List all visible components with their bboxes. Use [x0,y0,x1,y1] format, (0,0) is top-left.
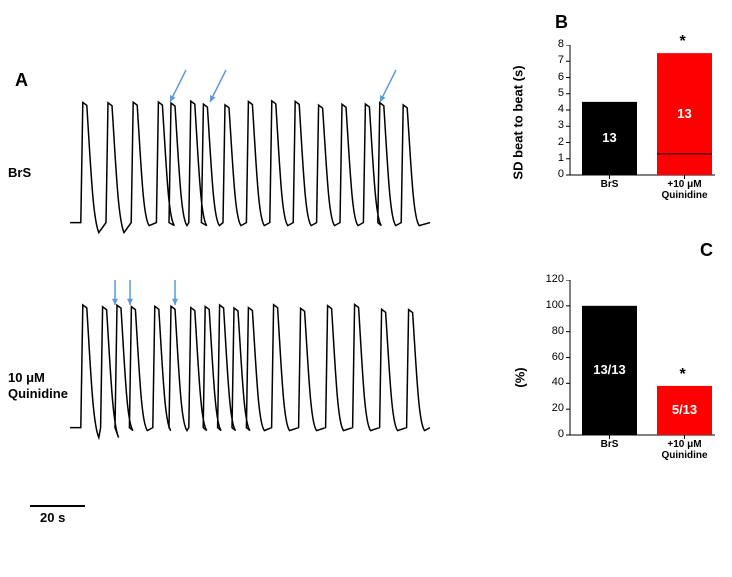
y-tick-label: 100 [540,299,564,311]
bar-n-label: 13 [582,130,637,145]
bar-n-label: 13/13 [582,362,637,377]
y-tick-label: 6 [540,71,564,83]
significance-marker: * [680,33,686,51]
x-tick-label: +10 μM Quinidine [645,179,724,201]
bar-n-label: 13 [657,106,712,121]
panel-c-y-title: (%) [513,348,528,408]
x-tick-label: BrS [570,439,649,450]
y-tick-label: 40 [540,376,564,388]
y-tick-label: 120 [540,273,564,285]
y-tick-label: 5 [540,87,564,99]
y-tick-label: 80 [540,325,564,337]
y-tick-label: 20 [540,402,564,414]
y-tick-label: 0 [540,428,564,440]
panel-b-chart: 01234567813BrS13*+10 μM Quinidine [540,45,715,200]
panel-b-y-title: SD beat to beat (s) [511,63,526,183]
significance-marker: * [680,366,686,384]
y-tick-label: 60 [540,351,564,363]
y-tick-label: 0 [540,168,564,180]
x-tick-label: BrS [570,179,649,190]
arrows-layer [0,0,460,480]
x-tick-label: +10 μM Quinidine [645,439,724,461]
y-tick-label: 8 [540,38,564,50]
y-tick-label: 3 [540,119,564,131]
y-tick-label: 7 [540,54,564,66]
y-tick-label: 1 [540,152,564,164]
scalebar-label: 20 s [40,510,65,525]
scalebar-line [30,505,85,507]
panel-c-label: C [700,240,713,261]
y-tick-label: 2 [540,136,564,148]
panel-c-chart: 02040608010012013/13BrS5/13*+10 μM Quini… [540,280,715,460]
bar-n-label: 5/13 [657,402,712,417]
y-tick-label: 4 [540,103,564,115]
panel-b-label: B [555,12,568,33]
